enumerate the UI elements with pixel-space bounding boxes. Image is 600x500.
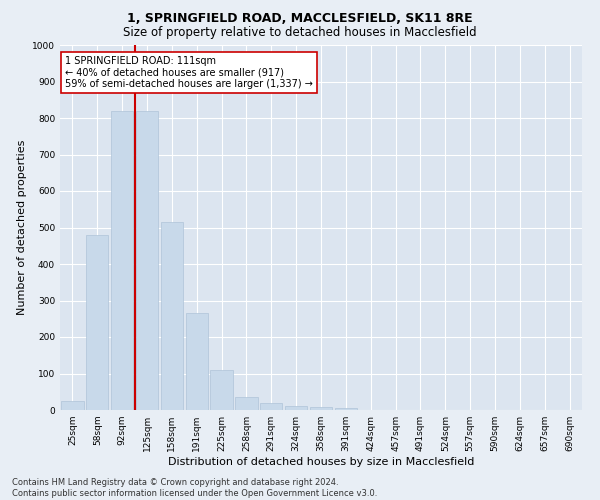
Bar xyxy=(310,408,332,410)
Bar xyxy=(86,235,109,410)
Bar xyxy=(335,408,357,410)
Bar xyxy=(136,110,158,410)
Bar xyxy=(260,404,283,410)
Bar xyxy=(235,397,257,410)
Bar xyxy=(211,370,233,410)
Text: 1 SPRINGFIELD ROAD: 111sqm
← 40% of detached houses are smaller (917)
59% of sem: 1 SPRINGFIELD ROAD: 111sqm ← 40% of deta… xyxy=(65,56,313,89)
Bar xyxy=(61,401,83,410)
Text: 1, SPRINGFIELD ROAD, MACCLESFIELD, SK11 8RE: 1, SPRINGFIELD ROAD, MACCLESFIELD, SK11 … xyxy=(127,12,473,26)
Bar xyxy=(161,222,183,410)
Bar xyxy=(185,314,208,410)
Y-axis label: Number of detached properties: Number of detached properties xyxy=(17,140,26,315)
X-axis label: Distribution of detached houses by size in Macclesfield: Distribution of detached houses by size … xyxy=(168,457,474,467)
Bar xyxy=(111,110,133,410)
Text: Size of property relative to detached houses in Macclesfield: Size of property relative to detached ho… xyxy=(123,26,477,39)
Bar xyxy=(285,406,307,410)
Text: Contains HM Land Registry data © Crown copyright and database right 2024.
Contai: Contains HM Land Registry data © Crown c… xyxy=(12,478,377,498)
